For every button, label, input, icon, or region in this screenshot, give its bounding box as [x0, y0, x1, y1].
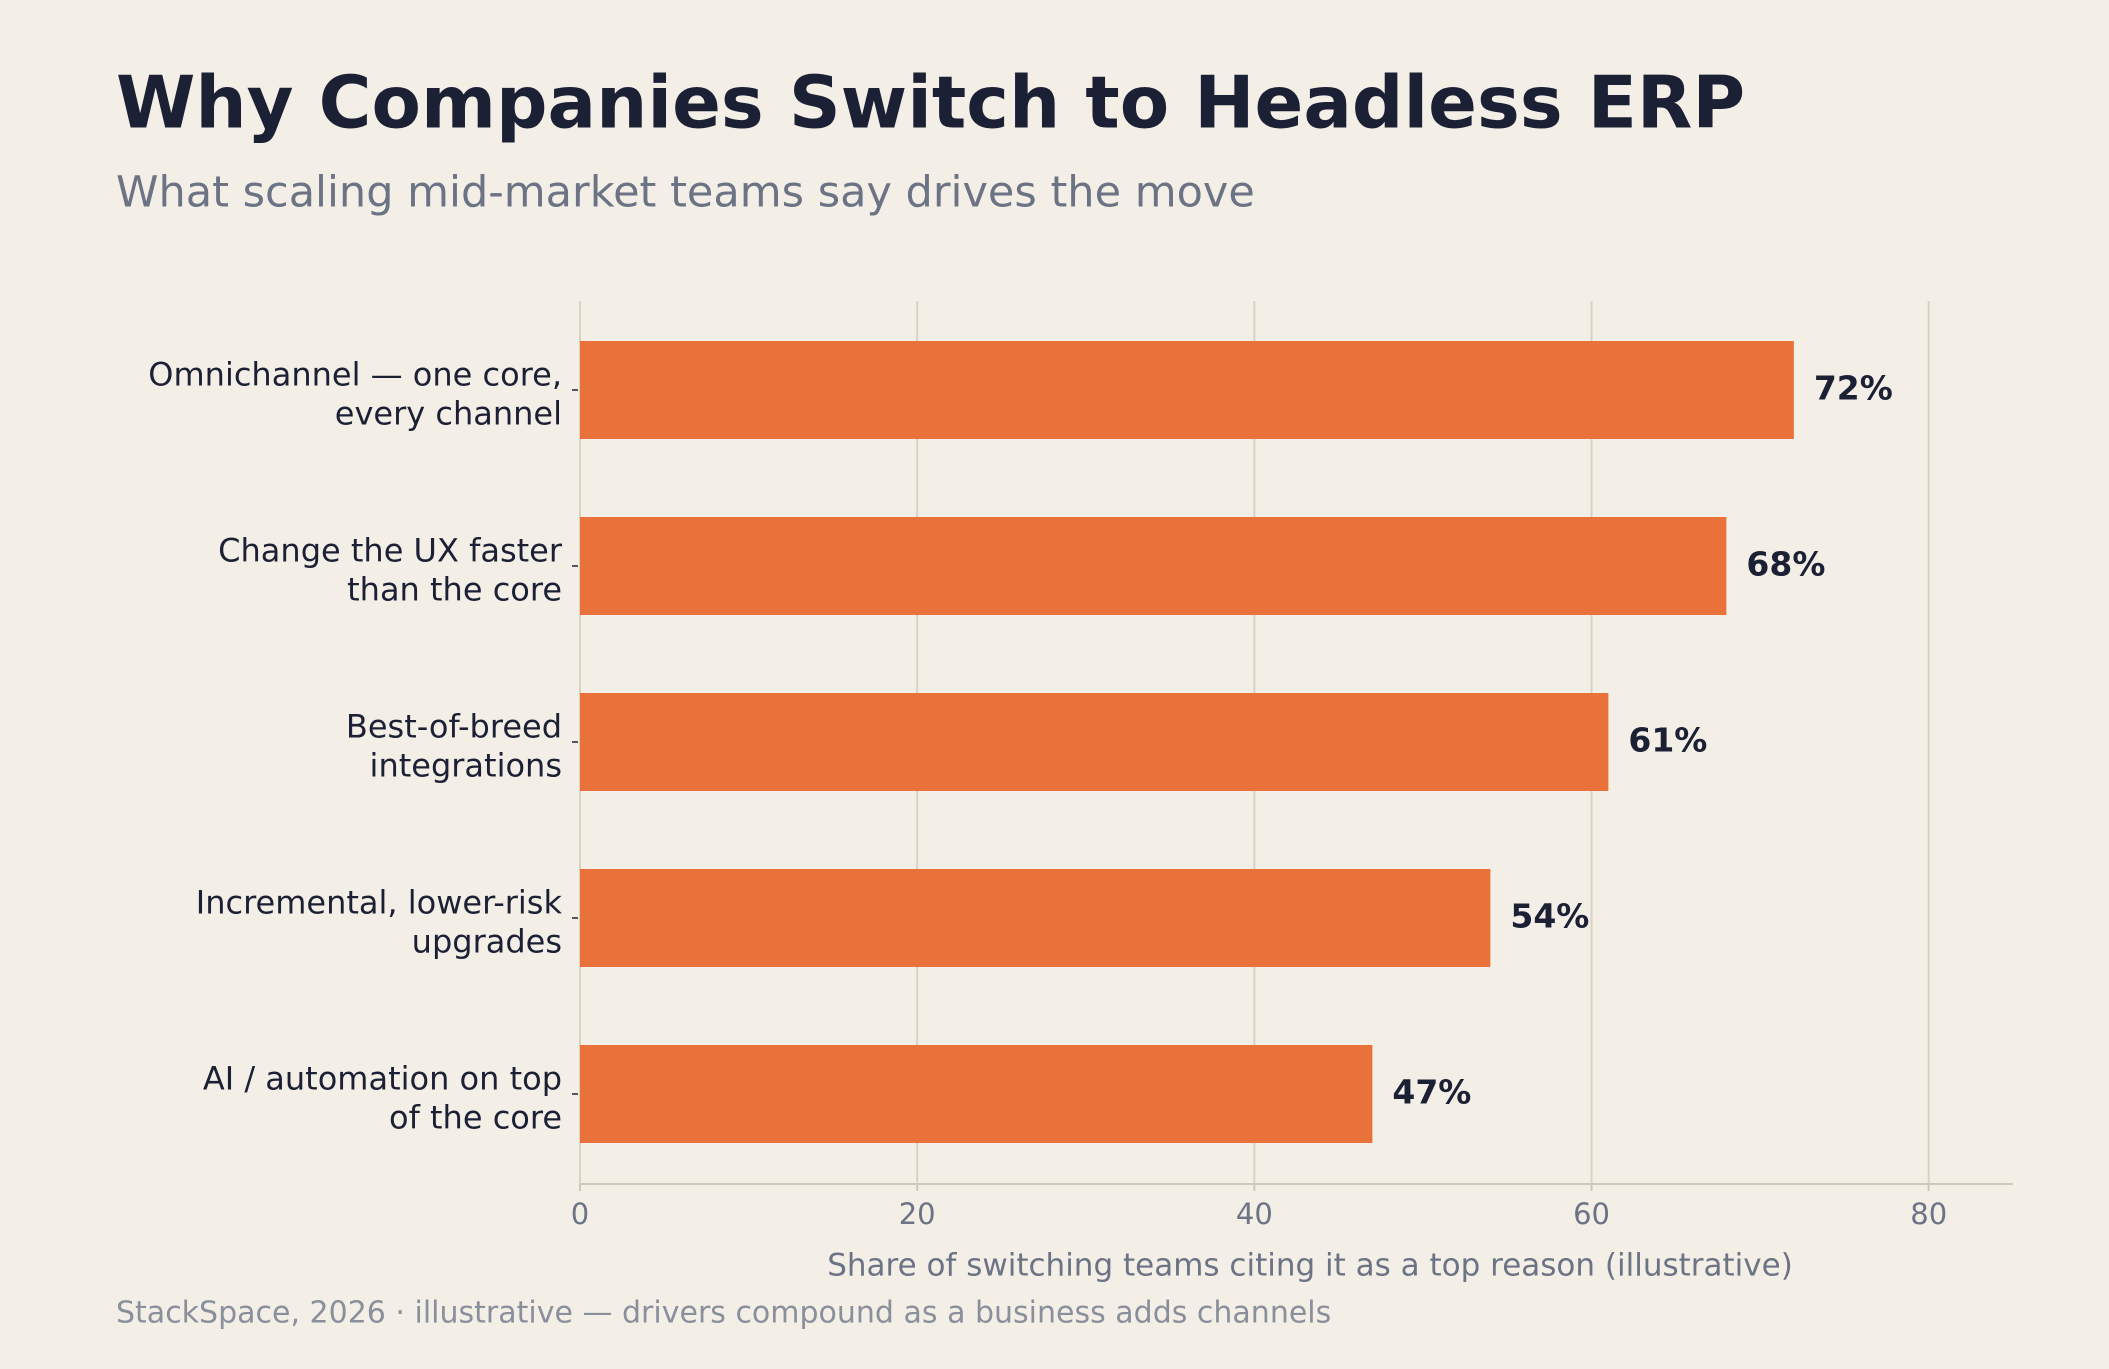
y-tick-label: Best-of-breed integrations: [346, 708, 562, 785]
value-label: 68%: [1746, 545, 1825, 584]
x-tick-label: 40: [1236, 1197, 1273, 1231]
x-tick-label: 80: [1910, 1197, 1947, 1231]
x-axis-label: Share of switching teams citing it as a …: [827, 1248, 1793, 1284]
x-tick-label: 0: [571, 1197, 589, 1231]
value-label: 54%: [1510, 897, 1589, 936]
y-tick-label: Change the UX faster than the core: [218, 532, 563, 609]
value-label: 47%: [1392, 1073, 1471, 1112]
chart-subtitle: What scaling mid-market teams say drives…: [116, 168, 1255, 218]
bar: [580, 1045, 1373, 1143]
y-tick-label: Omnichannel — one core, every channel: [148, 356, 562, 433]
chart-title: Why Companies Switch to Headless ERP: [116, 61, 1745, 145]
x-tick-label: 20: [899, 1197, 936, 1231]
bar: [580, 517, 1727, 615]
bar: [580, 341, 1794, 439]
value-label: 72%: [1814, 369, 1893, 408]
footer: StackSpace, 2026 · illustrative — driver…: [116, 1296, 1331, 1331]
x-tick-label: 60: [1573, 1197, 1610, 1231]
bar: [580, 869, 1491, 967]
value-label: 61%: [1628, 721, 1707, 760]
y-tick-label: AI / automation on top of the core: [203, 1060, 562, 1137]
bar: [580, 693, 1609, 791]
y-tick-label: Incremental, lower-risk upgrades: [196, 884, 563, 961]
